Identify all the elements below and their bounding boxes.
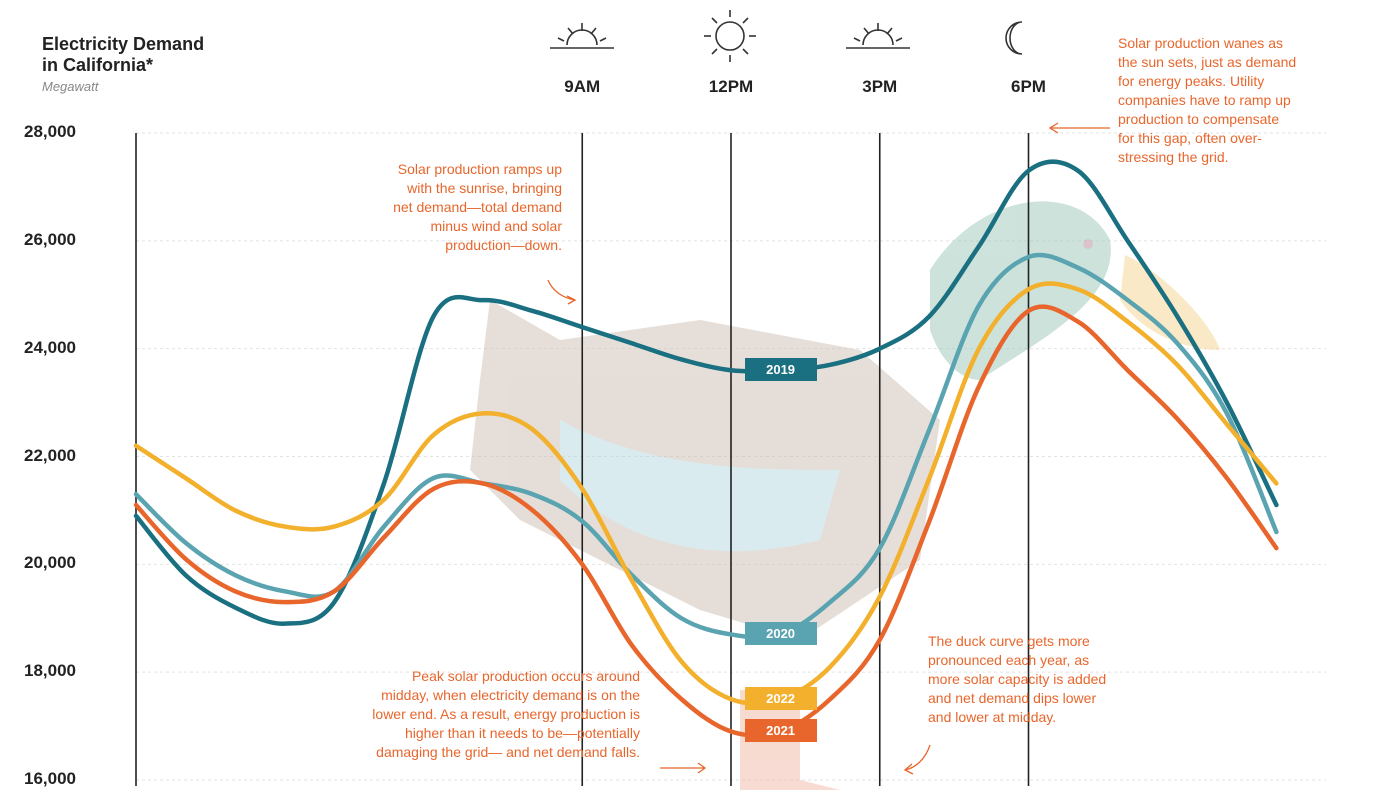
annotation-line: and lower at midday. xyxy=(928,709,1057,725)
annotation-line: Solar production ramps up xyxy=(397,161,562,177)
series-label-2022: 2022 xyxy=(744,687,817,711)
annotation-line: pronounced each year, as xyxy=(928,652,1090,668)
duck-illustration xyxy=(470,201,1220,790)
annotation-line: minus wind and solar xyxy=(430,218,562,234)
annotation-line: net demand—total demand xyxy=(393,199,562,215)
arrow-duck xyxy=(903,744,931,775)
y-tick-label: 18,000 xyxy=(24,661,76,681)
annotation-line: companies have to ramp up xyxy=(1118,92,1291,108)
annotation-top-right: Solar production wanes as the sun sets, j… xyxy=(1118,34,1296,167)
y-tick-label: 26,000 xyxy=(24,229,76,249)
annotation-line: the sun sets, just as demand xyxy=(1118,54,1297,70)
annotation-midday: Peak solar production occurs around midda… xyxy=(290,667,640,762)
series-label-2021: 2021 xyxy=(744,719,817,743)
sun-icon xyxy=(704,10,756,62)
series-line-2019 xyxy=(133,159,1279,626)
chart-title-block: Electricity Demand in California* Megawa… xyxy=(42,34,204,94)
annotation-line: for this gap, often over- xyxy=(1118,130,1262,146)
chart-title-line1: Electricity Demand xyxy=(42,34,205,54)
series-label-2019: 2019 xyxy=(744,358,817,382)
time-label: 3PM xyxy=(862,77,898,96)
annotation-line: higher than it needs to be—potentially xyxy=(404,725,640,741)
annotation-arrows xyxy=(547,122,1110,775)
arrow-morning xyxy=(547,279,577,305)
annotation-line: midday, when electricity demand is on th… xyxy=(381,687,640,703)
annotation-line: production to compensate xyxy=(1118,111,1280,127)
arrow-midday xyxy=(660,762,707,774)
annotation-line: Peak solar production occurs around xyxy=(411,668,640,684)
series-lines xyxy=(133,159,1279,738)
annotation-line: for energy peaks. Utility xyxy=(1118,73,1265,89)
annotation-line: stressing the grid. xyxy=(1118,149,1229,165)
annotation-line: more solar capacity is added xyxy=(928,671,1107,687)
y-tick-label: 20,000 xyxy=(24,553,76,573)
y-tick-label: 16,000 xyxy=(24,769,76,788)
annotation-line: lower end. As a result, energy productio… xyxy=(372,706,640,722)
chart-title-line2: in California* xyxy=(42,55,154,75)
time-marker-lines xyxy=(581,133,1030,786)
time-label: 12PM xyxy=(708,77,754,96)
y-tick-label: 24,000 xyxy=(24,337,76,357)
annotation-morning: Solar production ramps up with the sunris… xyxy=(300,160,562,255)
annotation-duck: The duck curve gets more pronounced each … xyxy=(928,632,1106,727)
annotation-line: production—down. xyxy=(445,237,562,253)
annotation-line: Solar production wanes as xyxy=(1118,35,1283,51)
annotation-line: with the sunrise, bringing xyxy=(407,180,562,196)
annotation-line: The duck curve gets more xyxy=(928,633,1090,649)
y-tick-label: 22,000 xyxy=(24,445,76,465)
time-icons xyxy=(550,10,1023,62)
y-tick-label: 28,000 xyxy=(24,122,76,141)
unit-label: Megawatt xyxy=(42,79,99,94)
series-label-2020: 2020 xyxy=(744,622,817,646)
annotation-line: damaging the grid— and net demand falls. xyxy=(376,744,640,760)
arrow-top-right xyxy=(1048,122,1110,134)
sunrise-icon xyxy=(550,23,614,49)
annotation-line: and net demand dips lower xyxy=(928,690,1097,706)
sunset-icon xyxy=(846,23,910,49)
moon-icon xyxy=(1005,21,1023,55)
series-line-2022 xyxy=(133,281,1279,706)
time-label: 6PM xyxy=(1011,77,1046,96)
time-label: 9AM xyxy=(564,77,601,96)
series-line-2021 xyxy=(133,304,1279,738)
